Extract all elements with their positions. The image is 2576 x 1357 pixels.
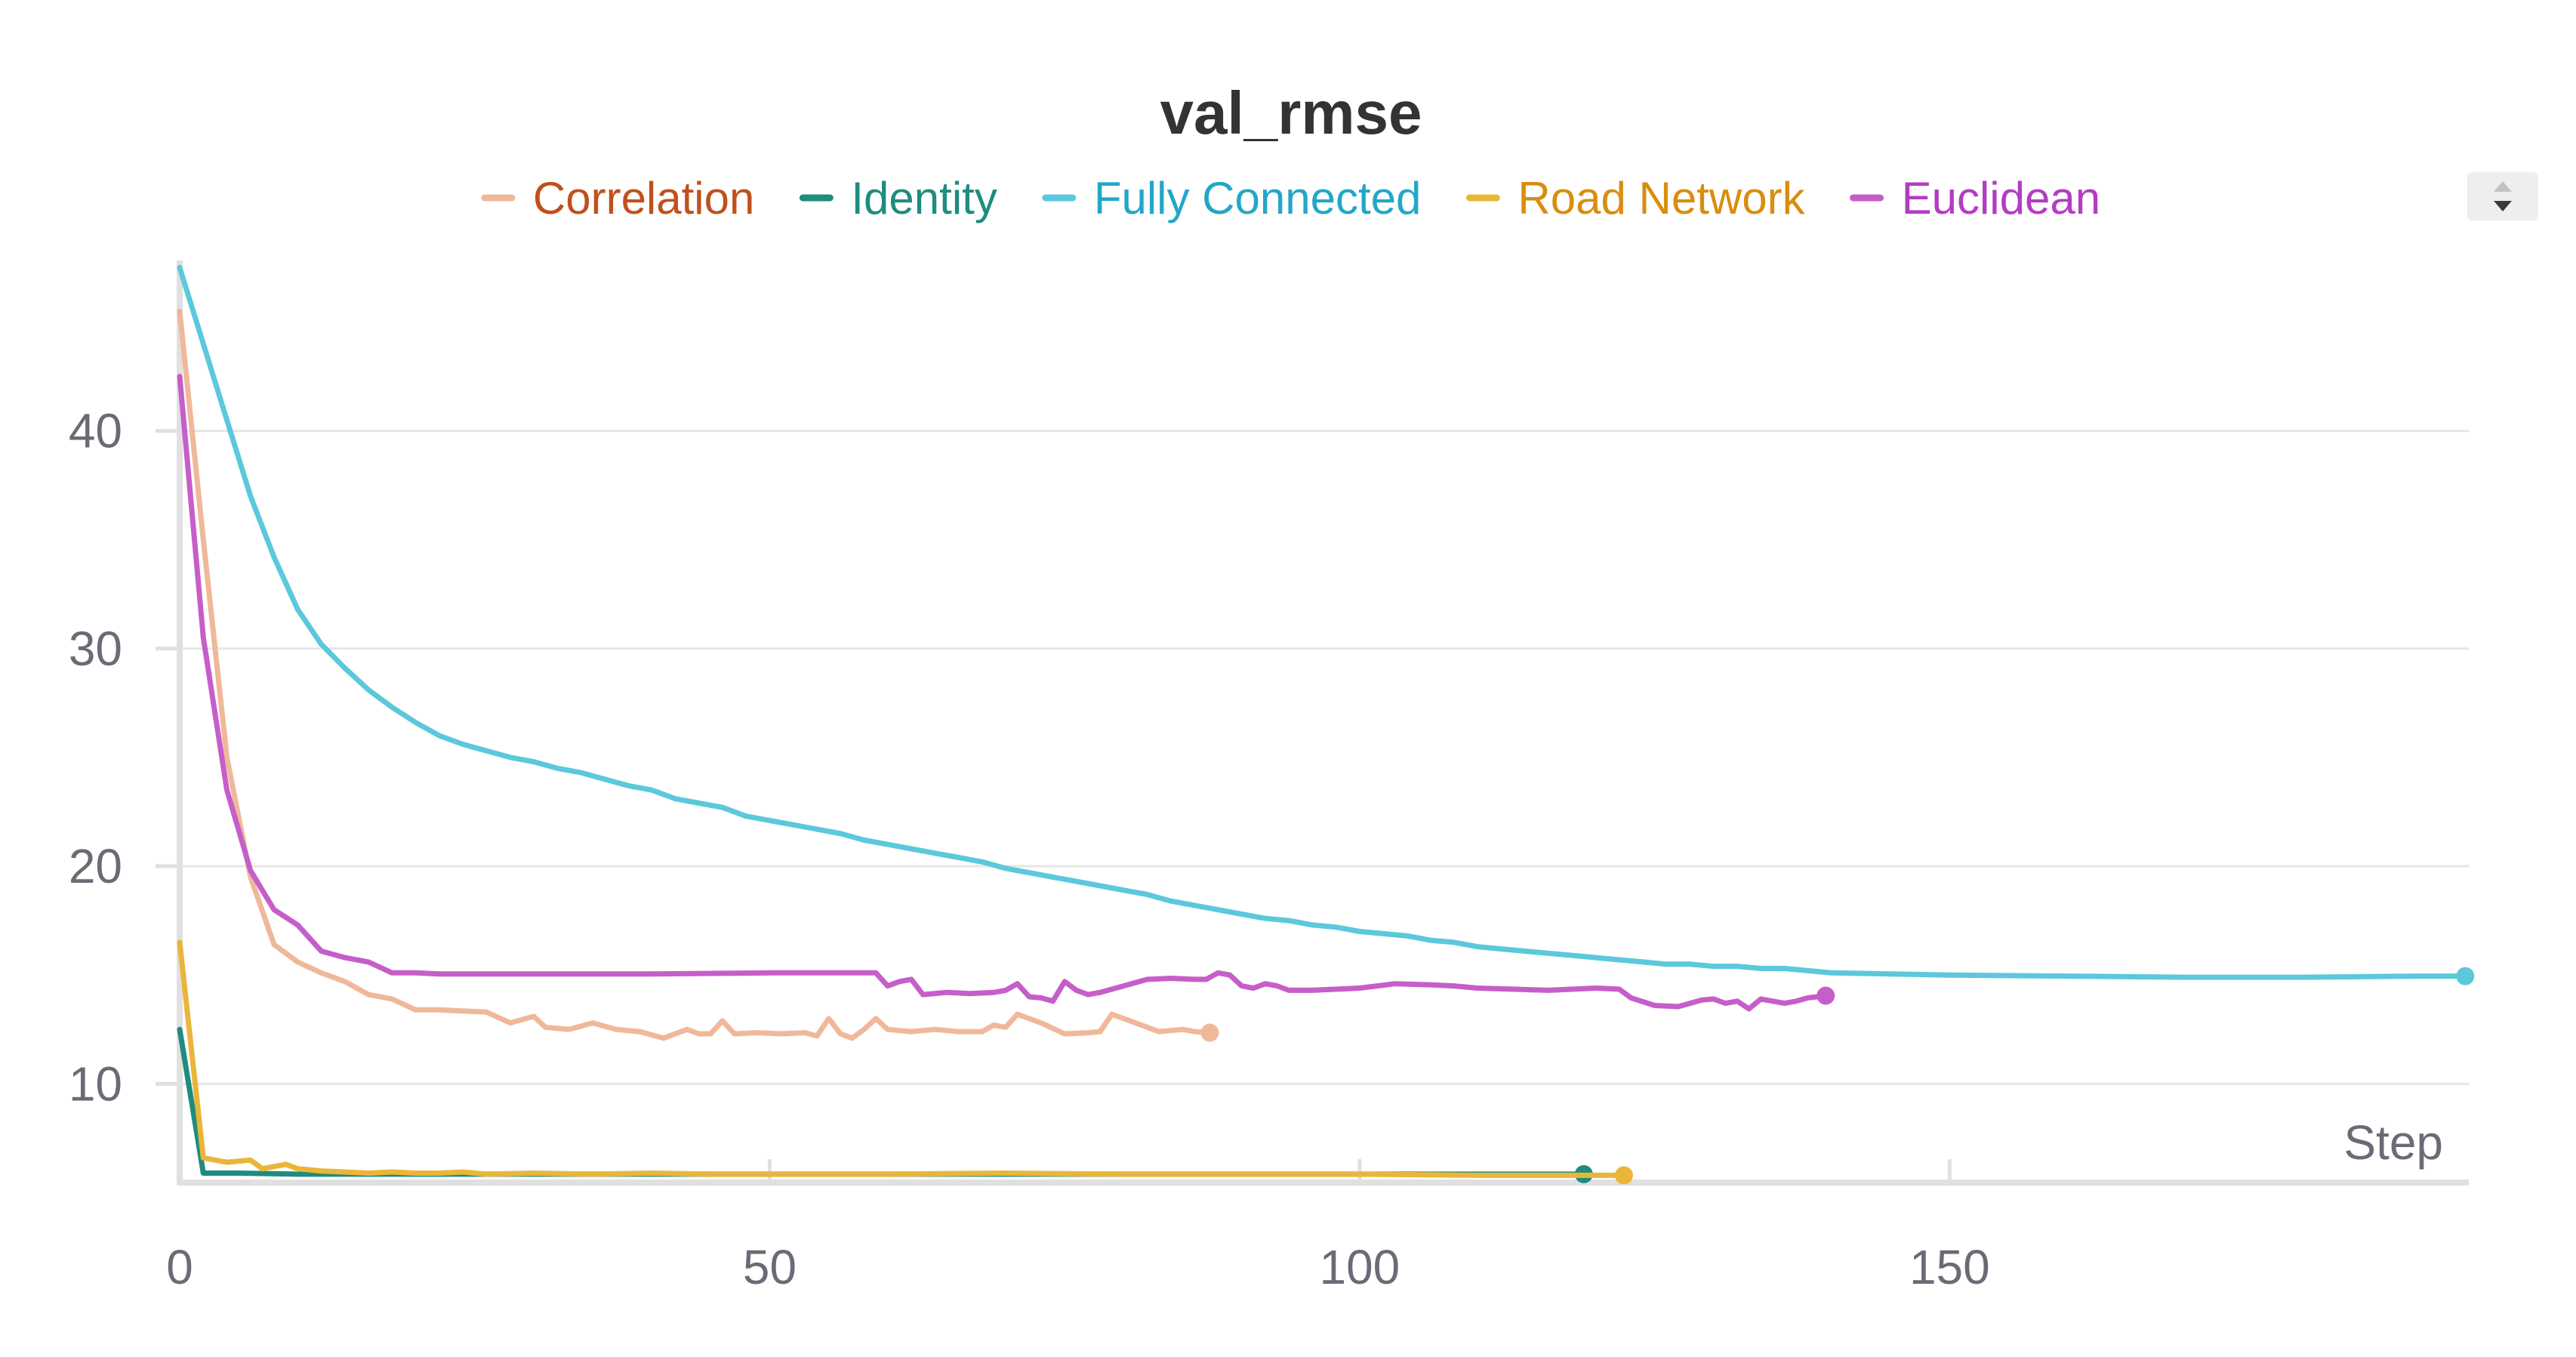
legend-item-road-network[interactable]: Road Network xyxy=(1465,173,1806,224)
series-end-point-euclidean xyxy=(1816,986,1835,1005)
x-axis-label: Step xyxy=(2343,1115,2443,1170)
gridlines xyxy=(156,429,2469,1086)
y-tick-label: 40 xyxy=(69,404,122,458)
x-tick-label: 150 xyxy=(1909,1240,1990,1294)
scroll-up-icon[interactable] xyxy=(2494,181,2512,192)
y-tick-label: 10 xyxy=(69,1056,122,1111)
series-end-point-fully-connected xyxy=(2456,967,2475,985)
legend-label: Correlation xyxy=(533,173,754,224)
legend-item-identity[interactable]: Identity xyxy=(799,173,997,224)
y-tick-label: 30 xyxy=(69,621,122,676)
legend-item-euclidean[interactable]: Euclidean xyxy=(1850,173,2101,224)
legend-label: Identity xyxy=(851,173,997,224)
series-line-correlation xyxy=(177,308,1213,1041)
series-line-euclidean xyxy=(177,374,1829,1012)
legend-scroll-background xyxy=(2467,172,2538,221)
axes xyxy=(177,261,2469,1186)
x-tick-label: 100 xyxy=(1319,1240,1400,1294)
tick-labels: 10 20 30 40 0 50 100 150 xyxy=(69,404,1990,1294)
series-group xyxy=(177,264,2475,1185)
series-end-point-correlation xyxy=(1200,1023,1219,1042)
x-tick-label: 0 xyxy=(166,1240,193,1294)
legend-item-correlation[interactable]: Correlation xyxy=(481,173,754,224)
x-tick-label: 50 xyxy=(743,1240,797,1294)
legend-label: Fully Connected xyxy=(1094,173,1422,224)
series-end-point-road-network xyxy=(1614,1166,1633,1185)
chart-title: val_rmse xyxy=(1160,79,1422,146)
legend-label: Road Network xyxy=(1518,173,1805,224)
series-line-road-network xyxy=(177,939,1627,1178)
legend-item-fully-connected[interactable]: Fully Connected xyxy=(1042,173,1422,224)
legend-label: Euclidean xyxy=(1902,173,2101,224)
legend-scroll-control[interactable] xyxy=(2467,172,2538,221)
legend: Correlation Identity Fully Connected Road N… xyxy=(481,173,2101,224)
series-line-identity xyxy=(177,1026,1587,1177)
scroll-down-icon[interactable] xyxy=(2494,201,2512,211)
y-tick-label: 20 xyxy=(69,839,122,893)
series-line-fully-connected xyxy=(177,264,2468,980)
